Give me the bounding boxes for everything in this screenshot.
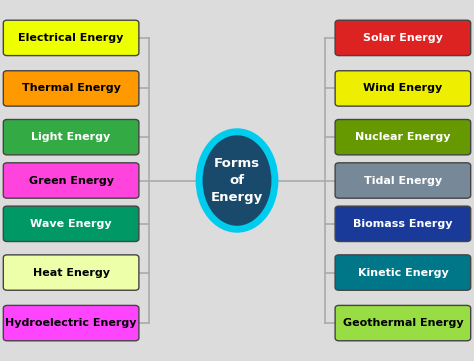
- Text: Kinetic Energy: Kinetic Energy: [357, 268, 448, 278]
- FancyBboxPatch shape: [335, 206, 471, 242]
- FancyBboxPatch shape: [335, 20, 471, 56]
- FancyBboxPatch shape: [335, 119, 471, 155]
- Text: Forms
of
Energy: Forms of Energy: [211, 157, 263, 204]
- FancyBboxPatch shape: [335, 255, 471, 290]
- Text: Wave Energy: Wave Energy: [30, 219, 112, 229]
- FancyBboxPatch shape: [3, 206, 139, 242]
- Ellipse shape: [199, 132, 275, 229]
- Text: Green Energy: Green Energy: [28, 175, 114, 186]
- Text: Solar Energy: Solar Energy: [363, 33, 443, 43]
- FancyBboxPatch shape: [3, 163, 139, 198]
- Text: Hydroelectric Energy: Hydroelectric Energy: [5, 318, 137, 328]
- Text: Electrical Energy: Electrical Energy: [18, 33, 124, 43]
- FancyBboxPatch shape: [3, 119, 139, 155]
- Text: Heat Energy: Heat Energy: [33, 268, 109, 278]
- Text: Thermal Energy: Thermal Energy: [22, 83, 120, 93]
- Text: Biomass Energy: Biomass Energy: [353, 219, 453, 229]
- FancyBboxPatch shape: [335, 71, 471, 106]
- Text: Light Energy: Light Energy: [31, 132, 111, 142]
- FancyBboxPatch shape: [3, 255, 139, 290]
- FancyBboxPatch shape: [335, 163, 471, 198]
- FancyBboxPatch shape: [3, 305, 139, 341]
- Text: Geothermal Energy: Geothermal Energy: [343, 318, 463, 328]
- Text: Wind Energy: Wind Energy: [363, 83, 443, 93]
- Text: Nuclear Energy: Nuclear Energy: [355, 132, 451, 142]
- FancyBboxPatch shape: [335, 305, 471, 341]
- FancyBboxPatch shape: [3, 71, 139, 106]
- Text: Tidal Energy: Tidal Energy: [364, 175, 442, 186]
- FancyBboxPatch shape: [3, 20, 139, 56]
